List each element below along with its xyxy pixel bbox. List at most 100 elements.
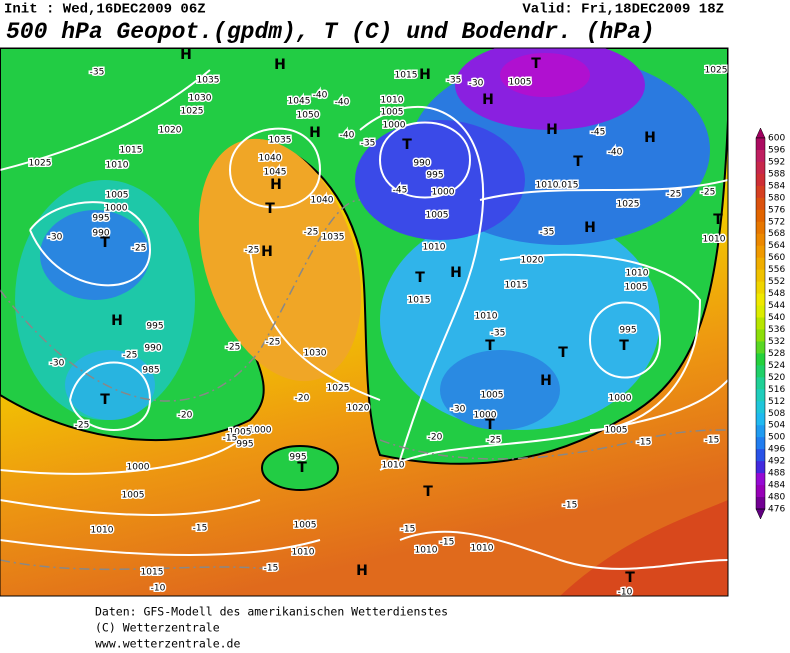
isobar-label: 1010: [471, 544, 494, 554]
isobar-label: 1020: [347, 404, 370, 414]
colorbar-label: 516: [768, 385, 785, 395]
pressure-center: H: [482, 92, 494, 108]
colorbar-label: 552: [768, 277, 785, 287]
isobar-label: -25: [701, 188, 716, 198]
isobar-label: 1035: [269, 136, 292, 146]
pressure-center: T: [558, 345, 568, 361]
isobar-label: -15: [193, 524, 208, 534]
isobar-label: 990: [144, 344, 161, 354]
pressure-center: H: [419, 67, 431, 83]
colorbar-segment: [756, 293, 765, 307]
isobar-label: -35: [491, 329, 506, 339]
isobar-label: -20: [295, 394, 310, 404]
colorbar-label: 568: [768, 229, 785, 239]
isobar-label: 1010: [703, 235, 726, 245]
colorbar-segment: [756, 173, 765, 187]
colorbar-label: 508: [768, 409, 785, 419]
isobar: [0, 539, 321, 556]
colorbar-label: 580: [768, 193, 785, 203]
colorbar-label: 548: [768, 289, 785, 299]
isobar-label: -30: [451, 405, 466, 415]
pressure-center: H: [356, 563, 368, 579]
isotherm: [0, 559, 281, 571]
isobar: [399, 530, 728, 570]
cutoff-low: [261, 445, 339, 491]
isobar-label: 1035: [322, 233, 345, 243]
isobar-label: 995: [236, 440, 253, 450]
pressure-center: T: [485, 338, 495, 354]
colorbar-segment: [756, 365, 765, 378]
colorbar-segment: [756, 377, 765, 390]
isobar-label: -15: [440, 538, 455, 548]
isobar-label: 1015: [120, 146, 143, 156]
isobar: [499, 253, 702, 431]
isotherm: [379, 429, 728, 460]
colorbar-label: 512: [768, 397, 785, 407]
isobar-label: 990: [413, 159, 430, 169]
colorbar-label: 544: [768, 301, 785, 311]
isobar-label: -25: [245, 246, 260, 256]
colorbar-segment: [756, 341, 765, 354]
isobar-label: -40: [335, 98, 350, 108]
isobar-label: 1010: [91, 526, 114, 536]
colorbar-segment: [756, 245, 765, 259]
isobar-label: 1025: [29, 159, 52, 169]
pressure-center: T: [100, 392, 110, 408]
colorbar-segment: [756, 161, 765, 175]
isobar-label: 1015: [395, 71, 418, 81]
isobar-label: 1035: [197, 76, 220, 86]
colorbar-segment: [756, 449, 765, 462]
isobar-label: -40: [340, 131, 355, 141]
colorbar-label: 564: [768, 241, 785, 251]
pressure-center: T: [265, 201, 275, 217]
isobar-label: -25: [123, 351, 138, 361]
map: 1025103510301025102010151010100510009959…: [0, 47, 728, 596]
isobar-label: 1005: [605, 426, 628, 436]
isobar-label: 995: [619, 326, 636, 336]
colorbar-label: 496: [768, 445, 785, 455]
isobar-label: 1005: [481, 391, 504, 401]
colorbar-segment: [756, 281, 765, 295]
pressure-center: H: [644, 130, 656, 146]
isobar-label: -25: [667, 190, 682, 200]
isobar-label: 1015: [556, 181, 579, 191]
isobar-label: -10: [151, 584, 166, 594]
isobar-label: 1000: [127, 463, 150, 473]
isobar-label: -45: [393, 186, 408, 196]
colorbar-label: 588: [768, 169, 785, 179]
isobar: [0, 499, 261, 516]
isobar-label: 1010: [475, 312, 498, 322]
isobar-label: -35: [540, 228, 555, 238]
isobar-label: 1010: [292, 548, 315, 558]
pressure-center: H: [180, 47, 192, 63]
pressure-center: T: [423, 484, 433, 500]
isobar-label: 1005: [294, 521, 317, 531]
isobar: [229, 127, 322, 209]
colorbar-label: 504: [768, 421, 785, 431]
colorbar-label: 576: [768, 205, 785, 215]
colorbar-segment: [756, 269, 765, 283]
isobar-label: 1010: [106, 161, 129, 171]
colorbar-segment: [756, 329, 765, 342]
footer-line: Daten: GFS-Modell des amerikanischen Wet…: [95, 605, 448, 619]
isobar-label: 1000: [383, 121, 406, 131]
pressure-center: H: [546, 122, 558, 138]
isobar-label: 1025: [327, 384, 350, 394]
colorbar-segment: [756, 437, 765, 450]
isobar: [249, 249, 381, 401]
colorbar-segment: [756, 461, 765, 474]
colorbar-label: 480: [768, 493, 785, 503]
colorbar-label: 572: [768, 217, 785, 227]
colorbar-label: 484: [768, 481, 785, 491]
colorbar-frame: [755, 137, 766, 510]
low-central: [440, 350, 560, 430]
colorbar-segment: [756, 221, 765, 235]
colorbar-label: 532: [768, 337, 785, 347]
colorbar-label: 536: [768, 325, 785, 335]
colorbar-label: 560: [768, 253, 785, 263]
isobar-label: 1015: [141, 568, 164, 578]
pressure-center: T: [415, 270, 425, 286]
isobar-label: 990: [92, 229, 109, 239]
low-southwest: [65, 350, 155, 420]
isobar-label: 1015: [408, 296, 431, 306]
